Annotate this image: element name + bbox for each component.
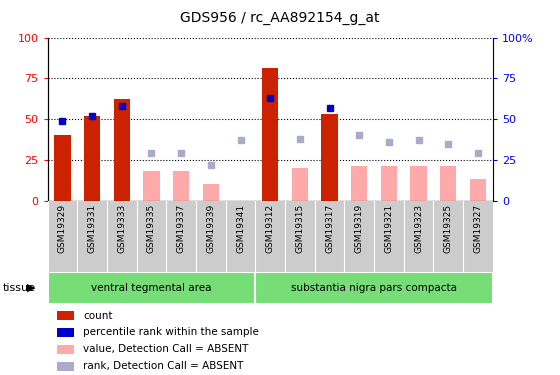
Bar bbox=[321, 114, 338, 201]
Text: value, Detection Call = ABSENT: value, Detection Call = ABSENT bbox=[83, 344, 249, 354]
Bar bbox=[262, 69, 278, 201]
Text: GSM19335: GSM19335 bbox=[147, 204, 156, 254]
Text: GSM19317: GSM19317 bbox=[325, 204, 334, 254]
Bar bbox=[351, 166, 367, 201]
Text: percentile rank within the sample: percentile rank within the sample bbox=[83, 327, 259, 338]
Text: GDS956 / rc_AA892154_g_at: GDS956 / rc_AA892154_g_at bbox=[180, 11, 380, 25]
Bar bbox=[57, 345, 74, 354]
Bar bbox=[114, 99, 130, 201]
Bar bbox=[48, 272, 255, 304]
Text: GSM19341: GSM19341 bbox=[236, 204, 245, 254]
Bar bbox=[57, 328, 74, 337]
Text: GSM19325: GSM19325 bbox=[444, 204, 453, 254]
Bar bbox=[203, 184, 219, 201]
Text: GSM19329: GSM19329 bbox=[58, 204, 67, 254]
Text: GSM19321: GSM19321 bbox=[384, 204, 394, 254]
Text: ▶: ▶ bbox=[27, 283, 35, 293]
Text: GSM19339: GSM19339 bbox=[206, 204, 216, 254]
Text: substantia nigra pars compacta: substantia nigra pars compacta bbox=[291, 283, 457, 293]
Text: count: count bbox=[83, 310, 113, 321]
Bar bbox=[173, 171, 189, 201]
Text: GSM19319: GSM19319 bbox=[354, 204, 364, 254]
Bar bbox=[470, 179, 486, 201]
Text: GSM19337: GSM19337 bbox=[176, 204, 186, 254]
Bar bbox=[255, 272, 493, 304]
Bar bbox=[410, 166, 427, 201]
Text: GSM19312: GSM19312 bbox=[265, 204, 275, 254]
Bar bbox=[84, 116, 100, 201]
Bar bbox=[57, 311, 74, 320]
Text: rank, Detection Call = ABSENT: rank, Detection Call = ABSENT bbox=[83, 361, 244, 371]
Bar bbox=[440, 166, 456, 201]
Bar bbox=[57, 362, 74, 370]
Text: GSM19315: GSM19315 bbox=[295, 204, 305, 254]
Text: GSM19331: GSM19331 bbox=[87, 204, 97, 254]
Bar bbox=[143, 171, 160, 201]
Bar bbox=[381, 166, 397, 201]
Text: GSM19333: GSM19333 bbox=[117, 204, 127, 254]
Bar bbox=[54, 135, 71, 201]
Text: ventral tegmental area: ventral tegmental area bbox=[91, 283, 212, 293]
Bar bbox=[292, 168, 308, 201]
Text: GSM19323: GSM19323 bbox=[414, 204, 423, 254]
Text: tissue: tissue bbox=[3, 283, 36, 293]
Text: GSM19327: GSM19327 bbox=[473, 204, 483, 254]
